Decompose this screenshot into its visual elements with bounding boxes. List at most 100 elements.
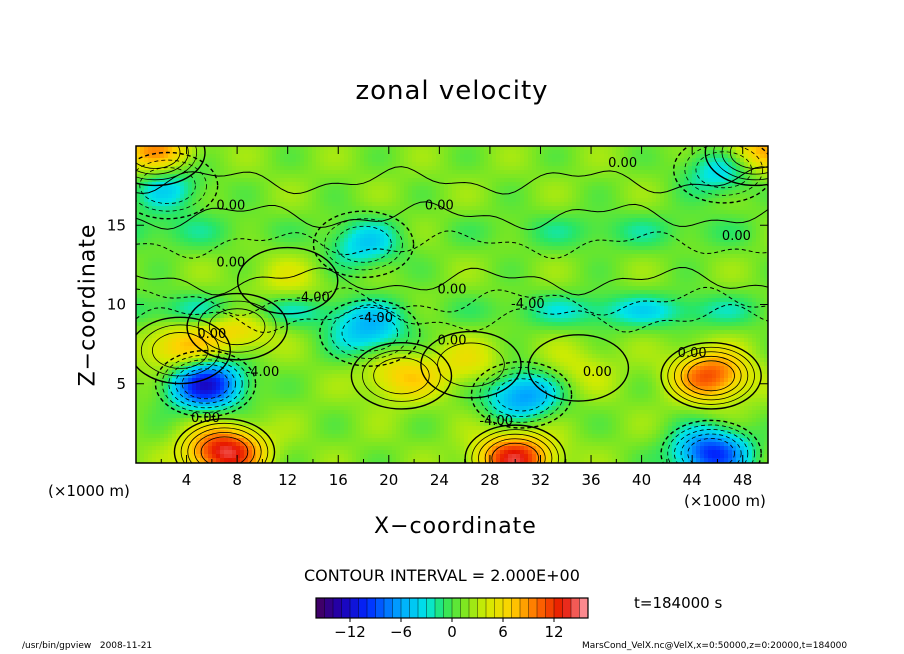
heat-cell (308, 146, 313, 151)
heat-cell (432, 246, 437, 251)
heat-cell (332, 154, 337, 159)
heat-cell (512, 150, 517, 155)
heat-cell (652, 178, 657, 183)
heat-cell (464, 262, 469, 267)
heat-cell (580, 202, 585, 207)
heat-cell (612, 150, 617, 155)
heat-cell (228, 226, 233, 231)
heat-cell (692, 198, 697, 203)
heat-cell (292, 202, 297, 207)
heat-cell (264, 146, 269, 151)
heat-cell (756, 202, 761, 207)
heat-cell (484, 202, 489, 207)
heat-cell (416, 206, 421, 211)
heat-cell (324, 166, 329, 171)
heat-cell (376, 194, 381, 199)
heat-cell (360, 270, 365, 275)
heat-cell (436, 218, 441, 223)
heat-cell (648, 222, 653, 227)
heat-cell (352, 146, 357, 151)
heat-cell (176, 230, 181, 235)
heat-cell (568, 250, 573, 255)
heat-cell (624, 242, 629, 247)
heat-cell (476, 162, 481, 167)
heat-cell (392, 238, 397, 243)
heat-cell (324, 190, 329, 195)
heat-cell (388, 186, 393, 191)
heat-cell (684, 246, 689, 251)
heat-cell (620, 234, 625, 239)
heat-cell (268, 254, 273, 259)
heat-cell (204, 190, 209, 195)
heat-cell (504, 266, 509, 271)
heat-cell (660, 170, 665, 175)
heat-cell (244, 250, 249, 255)
heat-cell (496, 170, 501, 175)
heat-cell (712, 266, 717, 271)
heat-cell (136, 190, 141, 195)
heat-cell (328, 238, 333, 243)
heat-cell (528, 266, 533, 271)
heat-cell (440, 166, 445, 171)
heat-cell (480, 266, 485, 271)
heat-cell (292, 214, 297, 219)
heat-cell (572, 206, 577, 211)
heat-cell (528, 166, 533, 171)
heat-cell (176, 250, 181, 255)
heat-cell (272, 238, 277, 243)
heat-cell (400, 186, 405, 191)
heat-cell (508, 170, 513, 175)
heat-cell (716, 266, 721, 271)
heat-cell (476, 210, 481, 215)
heat-cell (164, 254, 169, 259)
heat-cell (636, 198, 641, 203)
heat-cell (516, 158, 521, 163)
heat-cell (676, 218, 681, 223)
heat-cell (300, 182, 305, 187)
heat-cell (692, 266, 697, 271)
heat-cell (532, 262, 537, 267)
heat-cell (428, 262, 433, 267)
heat-cell (188, 234, 193, 239)
heat-cell (184, 258, 189, 263)
heat-cell (716, 258, 721, 263)
heat-cell (484, 226, 489, 231)
heat-cell (644, 186, 649, 191)
heat-cell (224, 258, 229, 263)
heat-cell (344, 222, 349, 227)
heat-cell (472, 270, 477, 275)
heat-cell (396, 234, 401, 239)
heat-cell (376, 250, 381, 255)
heat-cell (256, 218, 261, 223)
heat-cell (368, 150, 373, 155)
heat-cell (732, 246, 737, 251)
heat-cell (308, 250, 313, 255)
heat-cell (588, 214, 593, 219)
heat-cell (424, 206, 429, 211)
heat-cell (652, 214, 657, 219)
heat-cell (292, 162, 297, 167)
heat-cell (356, 210, 361, 215)
heat-cell (696, 166, 701, 171)
heat-cell (536, 170, 541, 175)
heat-cell (248, 266, 253, 271)
heat-cell (656, 218, 661, 223)
heat-cell (444, 162, 449, 167)
heat-cell (320, 182, 325, 187)
heat-cell (596, 190, 601, 195)
heat-cell (712, 262, 717, 267)
heat-cell (640, 170, 645, 175)
heat-cell (240, 214, 245, 219)
heat-cell (140, 206, 145, 211)
heat-cell (256, 214, 261, 219)
heat-cell (676, 226, 681, 231)
heat-cell (584, 150, 589, 155)
heat-cell (428, 234, 433, 239)
heat-cell (216, 266, 221, 271)
heat-cell (144, 230, 149, 235)
heat-cell (464, 186, 469, 191)
heat-cell (160, 154, 165, 159)
heat-cell (256, 178, 261, 183)
heat-cell (408, 162, 413, 167)
heat-cell (516, 198, 521, 203)
